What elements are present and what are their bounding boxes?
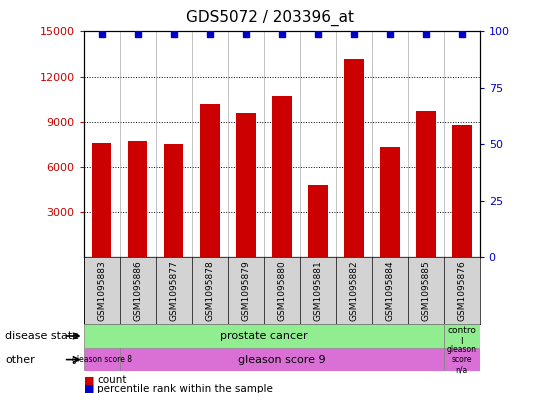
Bar [164, 145, 183, 257]
Text: prostate cancer: prostate cancer [220, 331, 307, 341]
Bar [416, 111, 436, 257]
Bar [444, 324, 480, 348]
Text: GSM1095886: GSM1095886 [133, 261, 142, 321]
Text: gleason score 9: gleason score 9 [238, 354, 326, 365]
Bar [380, 147, 399, 257]
Text: gleason
score
n/a: gleason score n/a [447, 345, 476, 375]
Bar [199, 104, 219, 257]
Text: percentile rank within the sample: percentile rank within the sample [97, 384, 273, 393]
Text: GSM1095876: GSM1095876 [457, 261, 466, 321]
Bar [128, 141, 148, 257]
Text: GSM1095883: GSM1095883 [97, 261, 106, 321]
Bar [272, 96, 292, 257]
Bar [452, 125, 472, 257]
Text: disease state: disease state [5, 331, 80, 341]
Text: gleason score 8: gleason score 8 [72, 355, 132, 364]
Text: GSM1095884: GSM1095884 [385, 261, 394, 321]
Text: GDS5072 / 203396_at: GDS5072 / 203396_at [185, 10, 354, 26]
Bar [444, 348, 480, 371]
Text: ■: ■ [84, 384, 94, 393]
Bar [92, 143, 112, 257]
Text: GSM1095882: GSM1095882 [349, 261, 358, 321]
Bar [120, 348, 444, 371]
Text: GSM1095877: GSM1095877 [169, 261, 178, 321]
Text: other: other [5, 354, 35, 365]
Bar [308, 185, 328, 257]
Text: GSM1095878: GSM1095878 [205, 261, 214, 321]
Text: ■: ■ [84, 375, 94, 386]
Text: count: count [97, 375, 127, 386]
Bar [236, 113, 255, 257]
Text: contro
l: contro l [447, 326, 476, 346]
Text: GSM1095879: GSM1095879 [241, 261, 250, 321]
Text: GSM1095885: GSM1095885 [421, 261, 430, 321]
Text: GSM1095881: GSM1095881 [313, 261, 322, 321]
Text: GSM1095880: GSM1095880 [277, 261, 286, 321]
Bar [84, 348, 120, 371]
Bar [344, 59, 364, 257]
